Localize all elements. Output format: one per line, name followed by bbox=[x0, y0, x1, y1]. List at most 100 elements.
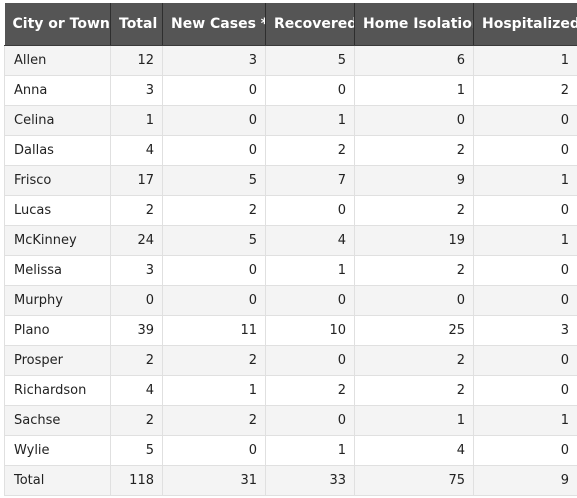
cell-new-cases: 0 bbox=[162, 435, 266, 466]
cell-hospitalized: 9 bbox=[473, 465, 577, 496]
cell-recovered: 0 bbox=[265, 405, 355, 436]
cell-home-isolation: 0 bbox=[354, 285, 474, 316]
header-row: City or Town Total New Cases * Recovered… bbox=[4, 3, 577, 46]
column-header-recovered[interactable]: Recovered bbox=[265, 3, 355, 46]
cell-city: Frisco bbox=[4, 165, 111, 196]
cell-hospitalized: 0 bbox=[473, 435, 577, 466]
cell-city: Plano bbox=[4, 315, 111, 346]
cell-recovered: 0 bbox=[265, 285, 355, 316]
cell-city: Lucas bbox=[4, 195, 111, 226]
table-body: Allen 12 3 5 6 1 Anna 3 0 0 1 2 Celina 1 0 1 0 0 Dallas 4 0 2… bbox=[4, 45, 577, 496]
cell-recovered: 7 bbox=[265, 165, 355, 196]
cell-recovered: 1 bbox=[265, 435, 355, 466]
cell-city: McKinney bbox=[4, 225, 111, 256]
cell-hospitalized: 0 bbox=[473, 375, 577, 406]
cell-total: 4 bbox=[110, 135, 163, 166]
table-row: Prosper 2 2 0 2 0 bbox=[4, 345, 577, 376]
table-row: Frisco 17 5 7 9 1 bbox=[4, 165, 577, 196]
cell-new-cases: 11 bbox=[162, 315, 266, 346]
cell-home-isolation: 25 bbox=[354, 315, 474, 346]
table-row: Murphy 0 0 0 0 0 bbox=[4, 285, 577, 316]
cell-new-cases: 5 bbox=[162, 225, 266, 256]
cell-city: Sachse bbox=[4, 405, 111, 436]
cell-home-isolation: 75 bbox=[354, 465, 474, 496]
cell-new-cases: 0 bbox=[162, 105, 266, 136]
cell-city: Total bbox=[4, 465, 111, 496]
cell-hospitalized: 2 bbox=[473, 75, 577, 106]
cell-recovered: 4 bbox=[265, 225, 355, 256]
table-row: Allen 12 3 5 6 1 bbox=[4, 45, 577, 76]
cell-home-isolation: 1 bbox=[354, 405, 474, 436]
cell-total: 3 bbox=[110, 255, 163, 286]
table-row: Richardson 4 1 2 2 0 bbox=[4, 375, 577, 406]
cell-home-isolation: 19 bbox=[354, 225, 474, 256]
table-row: Celina 1 0 1 0 0 bbox=[4, 105, 577, 136]
cell-total: 39 bbox=[110, 315, 163, 346]
cell-home-isolation: 4 bbox=[354, 435, 474, 466]
column-header-hospitalized[interactable]: Hospitalized bbox=[473, 3, 577, 46]
cell-recovered: 1 bbox=[265, 255, 355, 286]
cell-city: Wylie bbox=[4, 435, 111, 466]
table-header: City or Town Total New Cases * Recovered… bbox=[4, 3, 577, 46]
cell-hospitalized: 1 bbox=[473, 45, 577, 76]
cell-total: 4 bbox=[110, 375, 163, 406]
table-total-row: Total 118 31 33 75 9 bbox=[4, 465, 577, 496]
cell-new-cases: 0 bbox=[162, 75, 266, 106]
cell-recovered: 33 bbox=[265, 465, 355, 496]
table-row: Lucas 2 2 0 2 0 bbox=[4, 195, 577, 226]
cell-new-cases: 1 bbox=[162, 375, 266, 406]
cell-new-cases: 31 bbox=[162, 465, 266, 496]
column-header-home-isolation[interactable]: Home Isolation bbox=[354, 3, 474, 46]
cell-recovered: 1 bbox=[265, 105, 355, 136]
cell-recovered: 2 bbox=[265, 135, 355, 166]
table-row: Sachse 2 2 0 1 1 bbox=[4, 405, 577, 436]
cell-recovered: 0 bbox=[265, 345, 355, 376]
cell-hospitalized: 1 bbox=[473, 225, 577, 256]
cell-total: 2 bbox=[110, 195, 163, 226]
cell-home-isolation: 2 bbox=[354, 195, 474, 226]
cell-new-cases: 2 bbox=[162, 405, 266, 436]
cell-home-isolation: 2 bbox=[354, 135, 474, 166]
cell-hospitalized: 3 bbox=[473, 315, 577, 346]
cell-hospitalized: 0 bbox=[473, 255, 577, 286]
cell-recovered: 0 bbox=[265, 195, 355, 226]
cell-hospitalized: 1 bbox=[473, 165, 577, 196]
cell-city: Prosper bbox=[4, 345, 111, 376]
cell-home-isolation: 6 bbox=[354, 45, 474, 76]
cell-hospitalized: 1 bbox=[473, 405, 577, 436]
cell-total: 118 bbox=[110, 465, 163, 496]
cell-new-cases: 2 bbox=[162, 195, 266, 226]
column-header-new-cases[interactable]: New Cases * bbox=[162, 3, 266, 46]
column-header-city[interactable]: City or Town bbox=[4, 3, 111, 46]
cell-hospitalized: 0 bbox=[473, 135, 577, 166]
cell-recovered: 5 bbox=[265, 45, 355, 76]
cell-recovered: 0 bbox=[265, 75, 355, 106]
cell-total: 2 bbox=[110, 345, 163, 376]
cell-total: 1 bbox=[110, 105, 163, 136]
cell-total: 5 bbox=[110, 435, 163, 466]
cell-hospitalized: 0 bbox=[473, 195, 577, 226]
cell-city: Dallas bbox=[4, 135, 111, 166]
cell-recovered: 2 bbox=[265, 375, 355, 406]
cell-new-cases: 0 bbox=[162, 255, 266, 286]
cell-new-cases: 3 bbox=[162, 45, 266, 76]
cell-new-cases: 0 bbox=[162, 135, 266, 166]
cell-hospitalized: 0 bbox=[473, 105, 577, 136]
cell-home-isolation: 2 bbox=[354, 345, 474, 376]
cell-city: Anna bbox=[4, 75, 111, 106]
cell-city: Allen bbox=[4, 45, 111, 76]
cell-city: Celina bbox=[4, 105, 111, 136]
table-row: Plano 39 11 10 25 3 bbox=[4, 315, 577, 346]
cell-total: 24 bbox=[110, 225, 163, 256]
cell-recovered: 10 bbox=[265, 315, 355, 346]
cases-by-city-table: City or Town Total New Cases * Recovered… bbox=[4, 3, 577, 496]
column-header-total[interactable]: Total bbox=[110, 3, 163, 46]
cell-home-isolation: 0 bbox=[354, 105, 474, 136]
table-row: Dallas 4 0 2 2 0 bbox=[4, 135, 577, 166]
cell-new-cases: 5 bbox=[162, 165, 266, 196]
cell-new-cases: 0 bbox=[162, 285, 266, 316]
cell-home-isolation: 2 bbox=[354, 255, 474, 286]
table-row: Melissa 3 0 1 2 0 bbox=[4, 255, 577, 286]
cell-home-isolation: 1 bbox=[354, 75, 474, 106]
cell-home-isolation: 9 bbox=[354, 165, 474, 196]
